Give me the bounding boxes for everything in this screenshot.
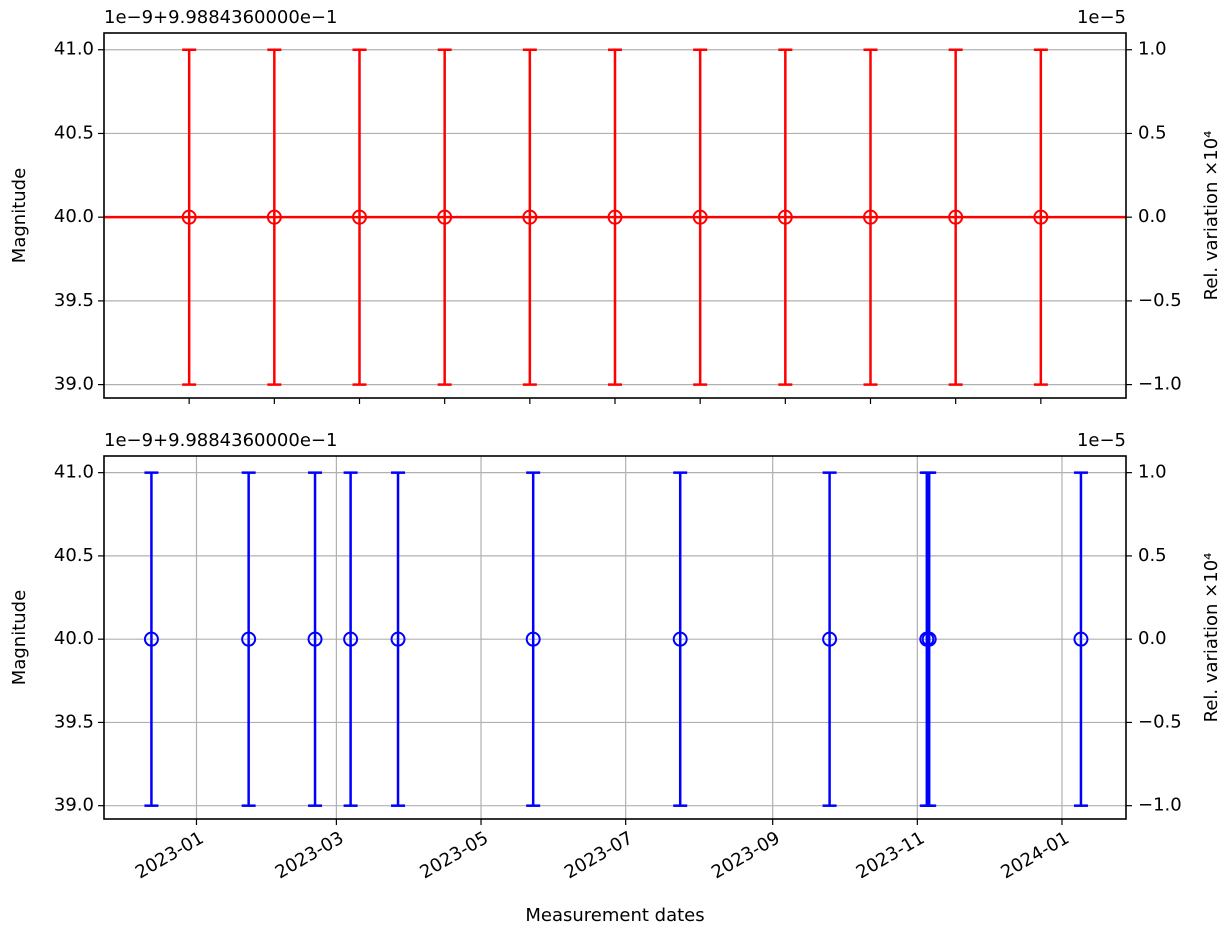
y2-tick-label: −1.0	[1138, 374, 1182, 395]
marker	[1033, 209, 1049, 225]
marker	[390, 631, 406, 647]
marker	[343, 631, 359, 647]
marker	[607, 209, 623, 225]
x-tick-label: 2024-01	[997, 827, 1073, 883]
x-tick-label: 2023-03	[272, 827, 348, 883]
marker	[863, 209, 878, 225]
y2-axis-label: Rel. variation ×10⁴	[1201, 553, 1222, 723]
axes-frame	[103, 455, 1127, 820]
y2-offset-text: 1e−5	[1077, 430, 1126, 451]
axes-frame	[103, 32, 1127, 399]
marker	[181, 209, 197, 225]
y-tick-label: 39.0	[54, 795, 94, 816]
y2-tick-label: −0.5	[1138, 711, 1182, 732]
x-tick-label: 2023-11	[853, 827, 929, 883]
y-tick-label: 40.0	[54, 206, 94, 227]
offset-text: 1e−9+9.9884360000e−1	[104, 430, 337, 451]
marker	[822, 631, 838, 647]
marker	[948, 209, 964, 225]
y2-offset-text: 1e−5	[1077, 7, 1126, 28]
y2-tick-label: 1.0	[1138, 39, 1167, 60]
y-tick-label: 40.5	[54, 545, 94, 566]
y-axis-label: Magnitude	[9, 590, 30, 685]
y-tick-label: 39.5	[54, 711, 94, 732]
marker	[672, 631, 688, 647]
y-tick-label: 39.0	[54, 374, 94, 395]
marker	[692, 209, 708, 225]
x-tick-label: 2023-07	[561, 827, 637, 883]
marker	[143, 631, 159, 647]
y-tick-label: 40.5	[54, 122, 94, 143]
y2-tick-label: 0.5	[1138, 122, 1167, 143]
y2-tick-label: 1.0	[1138, 462, 1167, 483]
y2-axis-label: Rel. variation ×10⁴	[1201, 131, 1222, 301]
marker	[1073, 631, 1089, 647]
y2-tick-label: 0.0	[1138, 206, 1167, 227]
y2-tick-label: −1.0	[1138, 795, 1182, 816]
marker	[921, 631, 937, 647]
marker	[522, 209, 538, 225]
y2-tick-label: 0.5	[1138, 545, 1167, 566]
y2-tick-label: 0.0	[1138, 628, 1167, 649]
x-axis-label: Measurement dates	[525, 905, 704, 926]
marker	[777, 209, 793, 225]
x-tick-label: 2023-05	[416, 827, 492, 883]
y-tick-label: 41.0	[54, 462, 94, 483]
marker	[241, 631, 257, 647]
marker	[307, 631, 323, 647]
y2-tick-label: −0.5	[1138, 290, 1182, 311]
y-tick-label: 41.0	[54, 39, 94, 60]
marker	[437, 209, 453, 225]
y-tick-label: 40.0	[54, 628, 94, 649]
y-axis-label: Magnitude	[9, 168, 30, 263]
marker	[352, 209, 367, 225]
offset-text: 1e−9+9.9884360000e−1	[104, 7, 337, 28]
x-tick-label: 2023-09	[708, 827, 784, 883]
marker	[525, 631, 541, 647]
x-tick-label: 2023-01	[132, 827, 208, 883]
y-tick-label: 39.5	[54, 290, 94, 311]
marker	[266, 209, 282, 225]
